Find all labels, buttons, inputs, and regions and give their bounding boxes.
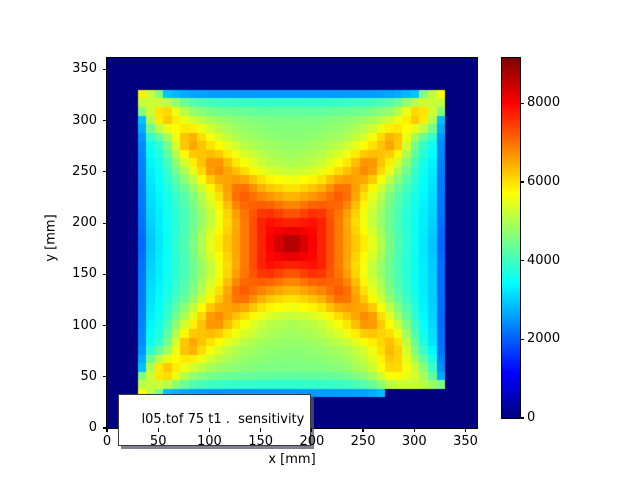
y-tick-mark [103, 171, 107, 173]
colorbar-tick-mark [520, 260, 524, 262]
x-tick-label: 0 [102, 434, 112, 449]
x-tick-mark [311, 428, 313, 432]
y-tick-label: 100 [72, 317, 97, 333]
y-tick-label: 300 [72, 112, 97, 128]
x-tick-mark [413, 428, 415, 432]
x-tick-label: 50 [149, 434, 167, 449]
x-tick-mark [260, 428, 262, 432]
x-tick-mark [208, 428, 211, 432]
y-tick-label: 250 [72, 163, 97, 179]
colorbar-tick-label: 4000 [527, 252, 561, 268]
colorbar-tick-label: 8000 [527, 95, 561, 111]
colorbar-tick-mark [520, 338, 524, 340]
colorbar-tick-mark [520, 102, 524, 104]
x-tick-label: 350 [453, 434, 478, 449]
x-tick-label: 100 [197, 434, 222, 449]
colorbar-tick-mark [520, 181, 524, 183]
heatmap-canvas [107, 58, 477, 428]
x-tick-mark [157, 428, 159, 432]
x-tick-label: 200 [299, 434, 325, 449]
y-tick-mark [103, 273, 107, 275]
x-tick-label: 300 [401, 434, 427, 449]
y-tick-mark [103, 120, 107, 122]
x-tick-mark [106, 428, 108, 432]
x-tick-label: 250 [350, 434, 376, 449]
y-tick-mark [103, 376, 107, 378]
colorbar-tick-label: 0 [527, 410, 536, 425]
annotation-text: l05.tof 75 t1 . sensitivity [141, 412, 305, 427]
y-tick-mark [103, 68, 107, 71]
colorbar-tick-mark [520, 417, 524, 419]
y-tick-label: 350 [72, 61, 97, 77]
x-tick-mark [464, 428, 467, 432]
annotation-box: l05.tof 75 t1 . sensitivity [118, 394, 312, 446]
x-tick-label: 150 [248, 434, 274, 449]
y-tick-mark [103, 324, 107, 327]
y-tick-mark [103, 222, 107, 224]
colorbar-tick-label: 2000 [527, 331, 561, 347]
x-tick-mark [362, 428, 364, 432]
colorbar-tick-label: 6000 [527, 173, 561, 189]
y-tick-label: 150 [72, 266, 97, 282]
y-tick-mark [103, 427, 107, 429]
colorbar-gradient [502, 58, 520, 418]
y-tick-label: 50 [80, 368, 97, 384]
x-axis-label: x [mm] [268, 452, 316, 467]
y-tick-label: 200 [72, 215, 97, 231]
y-tick-label: 0 [88, 420, 97, 435]
